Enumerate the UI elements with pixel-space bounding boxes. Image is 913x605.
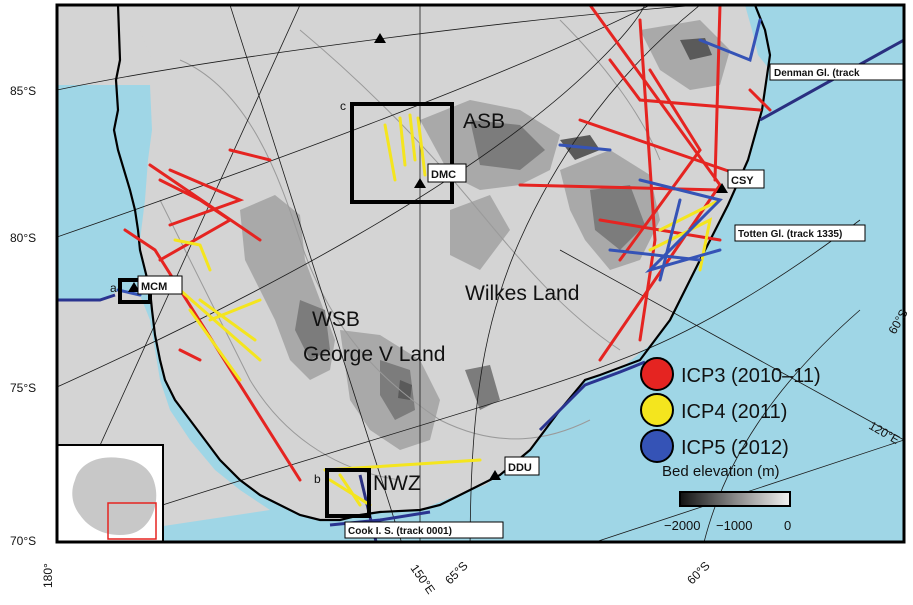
map-frame [55,3,906,544]
land-area [114,5,770,520]
station-marker-mcm [128,282,140,292]
box-letter-c: c [340,99,346,113]
inset-map [57,444,164,542]
track-label-cook: Cook I. S. (track 0001) [348,526,452,537]
lat-label-65s: 65°S [442,559,470,587]
station-label-ddu: DDU [508,462,532,474]
lon-label-180: 180° [41,563,55,588]
region-label-wsb: WSB [312,308,360,331]
land-area-west [57,5,152,85]
lat-label-60s-bottom: 60°S [684,559,712,587]
legend-swatch-icp5 [640,429,674,463]
lon-label-150e: 150°E [408,562,438,597]
study-box-b [325,468,371,518]
legend: ICP3 (2010–11) ICP4 (2011) ICP5 (2012) B… [640,357,821,533]
icp4-tracks [173,113,722,507]
station-marker-csy [716,183,728,193]
lat-label-80s: 80°S [10,231,36,245]
lat-label-70s: 70°S [10,534,36,548]
region-label-george-v-land: George V Land [303,343,445,366]
lat-label-75s: 75°S [10,381,36,395]
region-label-asb: ASB [463,110,505,133]
inset-study-area-box [107,502,157,540]
station-label-csy: CSY [731,175,754,187]
station-marker-dmc [414,178,426,188]
station-marker-north [374,33,386,43]
ocean-patch-east [470,5,904,542]
station-label-dmc: DMC [431,169,456,181]
legend-label-icp3: ICP3 (2010–11) [681,365,821,387]
colorbar-tick-0: −2000 [664,518,701,533]
station-label-mcm: MCM [141,281,167,293]
track-label-denman: Denman Gl. (track [774,68,860,79]
legend-swatch-icp4 [640,393,674,427]
bed-topography [240,20,730,450]
legend-label-icp5: ICP5 (2012) [681,437,789,459]
inset-antarctica-outline [72,457,157,536]
region-label-wilkes-land: Wilkes Land [465,282,579,305]
study-boxes [118,102,454,518]
ross-sea-shelf [57,85,152,300]
station-marker-ddu [489,470,501,480]
study-box-c [350,102,454,204]
legend-label-icp4: ICP4 (2011) [681,401,787,423]
station-label-boxes [137,63,904,539]
icp5-tracks [116,18,762,297]
lat-label-85s: 85°S [10,84,36,98]
coastline [112,5,772,522]
colorbar [679,491,791,507]
icp3-tracks [123,5,772,482]
region-label-nwz: NWZ [373,472,421,495]
box-letter-b: b [314,472,321,486]
colorbar-tick-1: −1000 [716,518,753,533]
legend-swatch-icp3 [640,357,674,391]
station-markers [128,33,728,480]
colorbar-title: Bed elevation (m) [662,463,780,480]
box-letter-a: a [110,281,117,295]
colorbar-tick-2: 0 [784,518,791,533]
track-label-totten: Totten Gl. (track 1335) [738,229,842,240]
